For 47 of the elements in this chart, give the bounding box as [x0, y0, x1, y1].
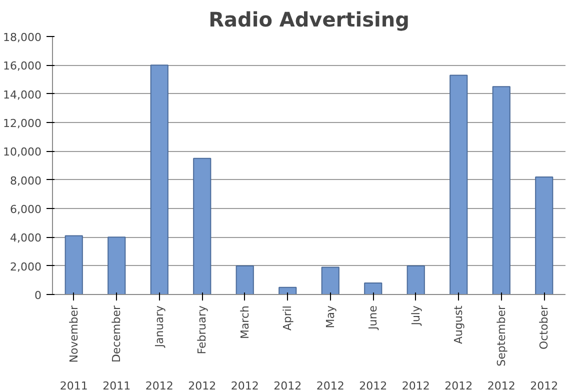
y-tick-label: 8,000: [10, 174, 42, 188]
text: 2012: [274, 380, 302, 392]
text: 2012: [530, 380, 558, 392]
bar: [236, 265, 254, 294]
bar: [108, 236, 126, 294]
y-tick-label: 2,000: [10, 260, 42, 274]
x-tick-label: October: [538, 305, 551, 350]
text: 2011: [60, 380, 88, 392]
bar: [364, 282, 382, 294]
y-tick-label: 4,000: [10, 232, 42, 245]
text: 2012: [316, 380, 344, 392]
bar: [64, 235, 83, 294]
x-tick-label: March: [238, 305, 252, 340]
chart-title: Radio Advertising: [208, 8, 410, 32]
x-tick-label: August: [452, 304, 466, 344]
y-tick-label: 14,000: [3, 88, 42, 102]
y-tick-label: 16,000: [3, 60, 42, 73]
x-tick-label: April: [281, 305, 294, 331]
x-tick-label: January: [152, 305, 166, 348]
text: 2012: [188, 380, 216, 392]
text: 2012: [444, 380, 473, 392]
x-tick-label: February: [196, 305, 209, 354]
y-tick-label: 12,000: [3, 117, 42, 130]
x-tick-label: November: [67, 305, 80, 363]
x-tick-label: July: [409, 305, 422, 326]
text: 2012: [402, 380, 430, 392]
bar: [492, 86, 510, 294]
x-tick-label: May: [324, 305, 337, 328]
y-tick-label: 10,000: [3, 146, 42, 159]
x-tick-label: September: [494, 305, 508, 366]
bar: [450, 74, 468, 294]
bar: [150, 64, 168, 294]
text: 2012: [359, 380, 388, 392]
y-tick-label: 0: [34, 289, 42, 302]
x-tick-label: June: [366, 305, 380, 330]
text: 2012: [145, 380, 174, 392]
text: 2012: [230, 380, 259, 392]
bar: [535, 176, 554, 294]
text: 2011: [102, 380, 131, 392]
bar: [406, 265, 425, 294]
text: 2012: [487, 380, 516, 392]
bar: [193, 158, 212, 294]
y-tick-label: 6,000: [10, 203, 42, 216]
y-tick-label: 18,000: [3, 31, 42, 44]
x-tick-label: December: [110, 305, 124, 363]
bar: [321, 266, 340, 294]
bar: [278, 286, 297, 294]
